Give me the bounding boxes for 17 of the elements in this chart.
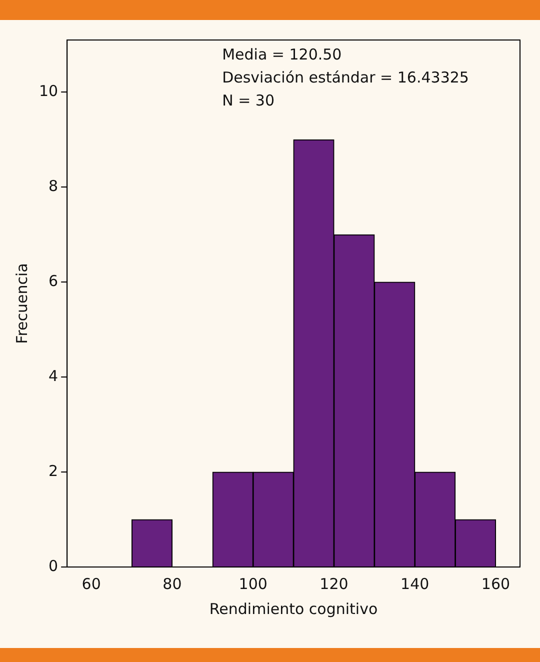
x-tick-label: 80 bbox=[162, 574, 182, 593]
annotation: Desviación estándar = 16.43325 bbox=[222, 68, 469, 86]
y-tick-label: 6 bbox=[48, 272, 58, 290]
x-tick-label: 120 bbox=[320, 574, 348, 593]
x-axis-title: Rendimiento cognitivo bbox=[209, 600, 378, 618]
x-tick-label: 160 bbox=[481, 574, 510, 593]
y-tick-label: 2 bbox=[48, 462, 58, 480]
y-tick-label: 8 bbox=[48, 177, 58, 196]
y-tick-label: 4 bbox=[48, 366, 58, 385]
y-axis-title: Frecuencia bbox=[12, 263, 31, 344]
y-tick-label: 10 bbox=[38, 82, 58, 100]
x-tick-label: 100 bbox=[238, 574, 268, 593]
annotation: N = 30 bbox=[222, 91, 275, 110]
y-tick-label: 0 bbox=[48, 556, 58, 575]
x-tick-label: 140 bbox=[400, 574, 430, 593]
x-tick-label: 60 bbox=[82, 574, 101, 593]
annotation: Media = 120.50 bbox=[222, 45, 342, 64]
